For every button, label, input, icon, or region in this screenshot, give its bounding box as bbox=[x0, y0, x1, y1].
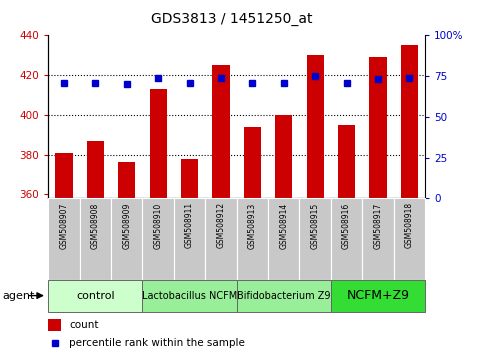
Bar bbox=[174, 198, 205, 280]
Bar bbox=[307, 55, 324, 198]
Bar bbox=[244, 127, 261, 198]
Text: GSM508913: GSM508913 bbox=[248, 202, 257, 249]
Text: percentile rank within the sample: percentile rank within the sample bbox=[69, 338, 245, 348]
Bar bbox=[48, 319, 61, 331]
Bar bbox=[150, 89, 167, 198]
Text: GDS3813 / 1451250_at: GDS3813 / 1451250_at bbox=[151, 12, 313, 27]
Bar bbox=[237, 198, 268, 280]
Bar bbox=[338, 125, 355, 198]
Bar bbox=[48, 198, 80, 280]
Text: Lactobacillus NCFM: Lactobacillus NCFM bbox=[142, 291, 237, 301]
Bar bbox=[275, 115, 292, 198]
Bar bbox=[299, 198, 331, 280]
Bar bbox=[401, 45, 418, 198]
Bar bbox=[80, 198, 111, 280]
Bar bbox=[56, 153, 72, 198]
Bar bbox=[181, 159, 198, 198]
Text: GSM508911: GSM508911 bbox=[185, 202, 194, 249]
Text: GSM508918: GSM508918 bbox=[405, 202, 414, 249]
Text: GSM508916: GSM508916 bbox=[342, 202, 351, 249]
Bar bbox=[87, 141, 104, 198]
Text: GSM508909: GSM508909 bbox=[122, 202, 131, 249]
Bar bbox=[48, 280, 142, 312]
Text: GSM508915: GSM508915 bbox=[311, 202, 320, 249]
Text: Bifidobacterium Z9: Bifidobacterium Z9 bbox=[237, 291, 330, 301]
Bar bbox=[369, 57, 386, 198]
Bar bbox=[142, 198, 174, 280]
Text: control: control bbox=[76, 291, 114, 301]
Bar bbox=[118, 162, 135, 198]
Text: GSM508917: GSM508917 bbox=[373, 202, 383, 249]
Bar bbox=[394, 198, 425, 280]
Text: GSM508912: GSM508912 bbox=[216, 202, 226, 249]
Text: count: count bbox=[69, 320, 99, 330]
Bar bbox=[111, 198, 142, 280]
Text: NCFM+Z9: NCFM+Z9 bbox=[346, 289, 410, 302]
Bar bbox=[331, 280, 425, 312]
Text: GSM508908: GSM508908 bbox=[91, 202, 100, 249]
Text: GSM508910: GSM508910 bbox=[154, 202, 163, 249]
Text: GSM508907: GSM508907 bbox=[59, 202, 69, 249]
Bar bbox=[213, 65, 229, 198]
Bar bbox=[237, 280, 331, 312]
Bar bbox=[331, 198, 362, 280]
Text: agent: agent bbox=[2, 291, 35, 301]
Bar bbox=[268, 198, 299, 280]
Text: GSM508914: GSM508914 bbox=[279, 202, 288, 249]
Bar bbox=[205, 198, 237, 280]
Bar bbox=[142, 280, 237, 312]
Bar bbox=[362, 198, 394, 280]
